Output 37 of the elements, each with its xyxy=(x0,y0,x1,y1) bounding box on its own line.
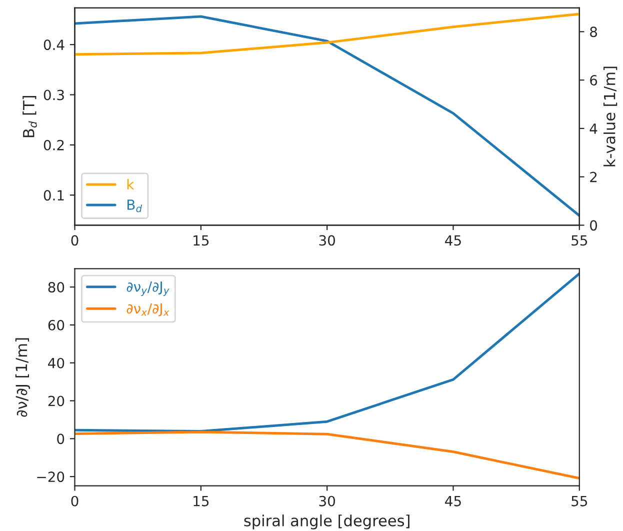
y-tick-label: 0.4 xyxy=(44,40,64,50)
y2-tick-label: 6 xyxy=(590,75,598,86)
legend-label: ∂ν$_{x}$/∂J$_{x}$ xyxy=(126,303,170,316)
text: ∂ν$_{y}$/∂J$_{y}$ xyxy=(126,282,170,296)
line-series xyxy=(74,272,580,433)
x-tick-label: 45 xyxy=(445,496,461,506)
y-axis-title: B$_{d}$ [T] xyxy=(22,96,37,138)
y2-axis-title: k-value [1/m] xyxy=(604,66,618,166)
y-tick-label: 20 xyxy=(48,396,64,406)
y-axis-title: ∂ν/∂J [1/m] xyxy=(15,338,30,417)
x-tick-label: 0 xyxy=(71,235,78,246)
y2-tick-label: 4 xyxy=(590,124,598,134)
x-tick-label: 15 xyxy=(194,496,209,506)
y2-tick-label: 8 xyxy=(590,26,597,38)
y-tick-label: 60 xyxy=(48,320,64,330)
x-tick-label: 15 xyxy=(194,235,209,246)
x-axis-title: spiral angle [degrees] xyxy=(244,514,410,530)
y-tick-label: 0.1 xyxy=(44,190,64,201)
y-tick-label: 80 xyxy=(48,282,64,292)
y2-tick-label: 0 xyxy=(590,220,598,231)
line-series xyxy=(74,430,580,480)
x-tick-label: 30 xyxy=(319,235,335,246)
legend-label: B$_{d}$ xyxy=(128,200,142,212)
y-tick-label: 0 xyxy=(57,434,64,444)
y-tick-label: 0.3 xyxy=(44,90,64,100)
y-tick-label: 40 xyxy=(48,358,64,368)
y-tick-label: 0.2 xyxy=(44,140,64,150)
x-tick-label: 0 xyxy=(71,496,78,506)
y-tick-label: −20 xyxy=(37,472,64,482)
legend-label: k xyxy=(127,178,134,190)
x-tick-label: 30 xyxy=(319,496,335,506)
x-tick-label: 45 xyxy=(445,235,461,246)
line-series xyxy=(74,12,580,56)
y2-tick-label: 2 xyxy=(590,172,597,182)
line-series xyxy=(74,15,580,217)
x-tick-label: 55 xyxy=(572,496,588,506)
x-tick-label: 55 xyxy=(572,235,588,246)
